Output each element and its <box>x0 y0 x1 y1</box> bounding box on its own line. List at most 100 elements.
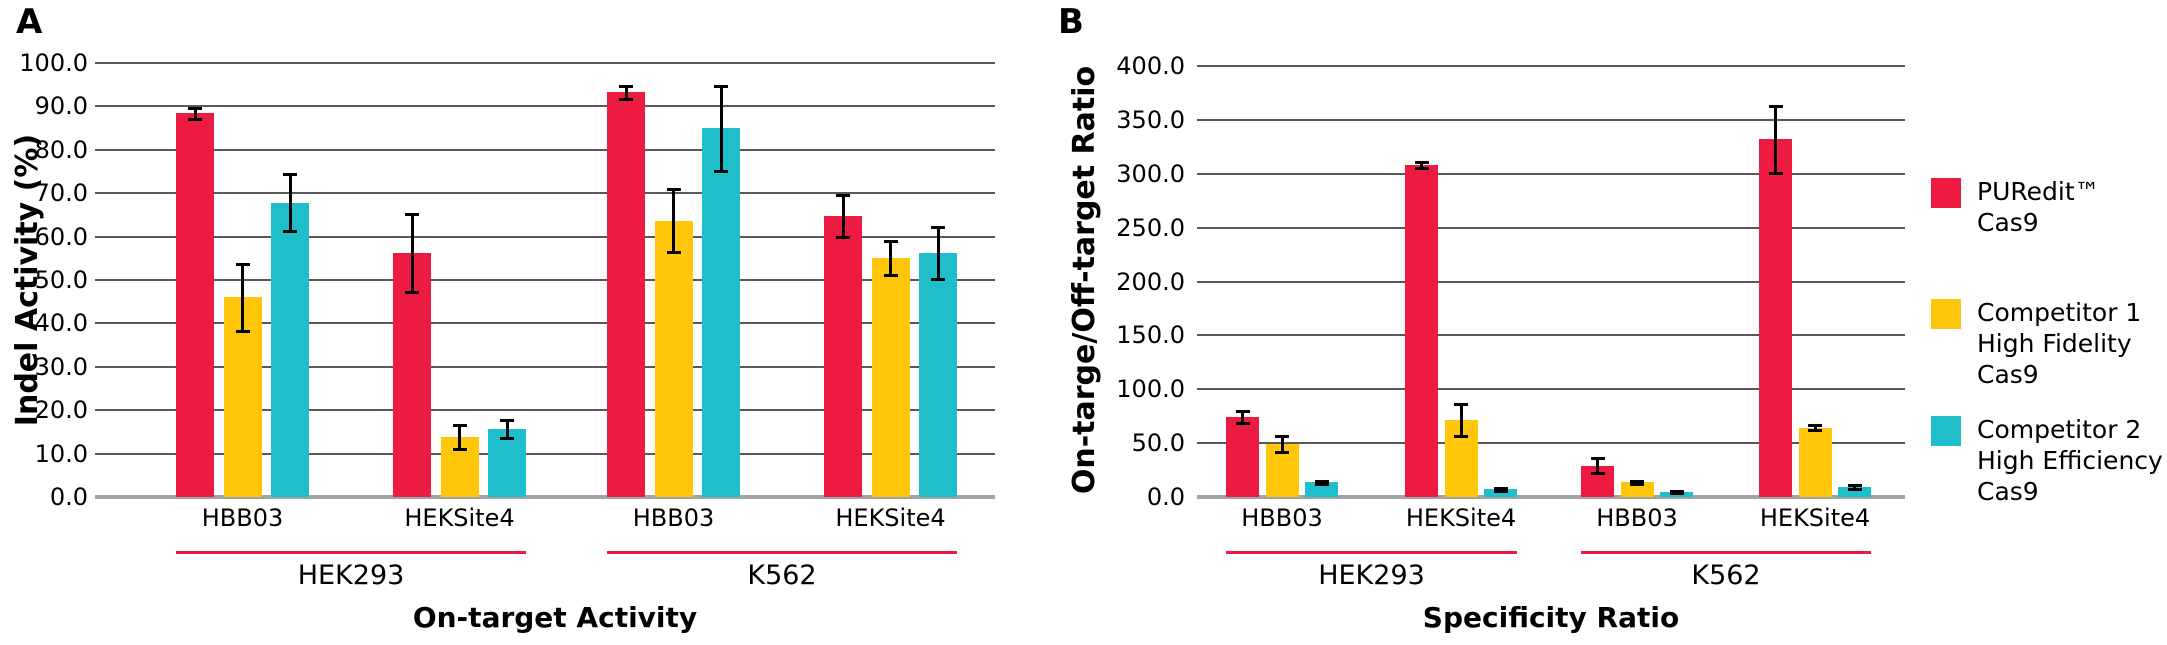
panel-a-error-bar-cap-bottom <box>714 169 728 173</box>
panel-b-gridline <box>1197 334 1905 337</box>
panel-b-error-bar-cap-bottom <box>1669 492 1684 496</box>
panel-b-error-bar-cap-bottom <box>1768 171 1783 175</box>
panel-a-group-label: HBB03 <box>632 504 715 532</box>
panel-a-bar-cyan <box>919 252 957 497</box>
panel-a-gridline <box>95 148 995 151</box>
panel-a-bar-yellow <box>654 220 693 497</box>
panel-b-gridline <box>1197 442 1905 445</box>
panel-b-gridline <box>1197 65 1905 67</box>
panel-b-y-tick-label: 400.0 <box>1116 52 1185 80</box>
panel-a-gridline <box>95 279 995 281</box>
legend-item-competitor-1-high-fidelity-cas9: Competitor 1 High Fidelity Cas9 <box>1931 297 2141 390</box>
panel-b-error-bar-cap-top <box>1630 479 1644 483</box>
panel-b-bar-cyan <box>1838 486 1871 497</box>
panel-a-cell-line-underline <box>176 551 526 554</box>
panel-a-cell-line-underline <box>607 551 957 554</box>
legend-swatch-red <box>1931 178 1961 208</box>
panel-a-gridline <box>95 409 995 412</box>
panel-a-y-tick-label: 20.0 <box>34 396 88 425</box>
panel-b-error-bar-cap-bottom <box>1454 434 1468 438</box>
panel-a-error-bar-cap-top <box>836 193 850 197</box>
panel-b-y-tick-label: 250.0 <box>1116 213 1185 242</box>
panel-a-error-bar-cap-top <box>666 188 681 192</box>
panel-a-y-tick-label: 30.0 <box>34 352 88 381</box>
panel-b-group-label: HEKSite4 <box>1759 504 1871 532</box>
panel-b-error-bar-cap-bottom <box>1590 472 1605 476</box>
panel-b-error-bar-stem <box>1280 435 1284 452</box>
panel-a-error-bar-cap-bottom <box>619 97 633 101</box>
panel-a-error-bar-cap-bottom <box>500 436 514 440</box>
panel-a-bar-cyan <box>488 428 526 497</box>
panel-a-error-bar-stem <box>505 420 509 438</box>
legend-label: Competitor 1 High Fidelity Cas9 <box>1977 298 2142 389</box>
panel-a-bar-cyan <box>702 128 740 497</box>
panel-b-error-bar-cap-bottom <box>1414 166 1429 170</box>
panel-b-gridline <box>1197 280 1905 283</box>
panel-a-gridline <box>95 365 995 368</box>
panel-b-x-axis-line <box>1197 495 1905 499</box>
panel-b-error-bar-cap-top <box>1314 479 1329 483</box>
panel-b-error-bar-stem <box>1596 458 1599 474</box>
panel-a-x-axis-title: On-target Activity <box>412 601 698 634</box>
panel-a-error-bar-stem <box>672 189 675 252</box>
panel-b-error-bar-cap-top <box>1808 423 1822 427</box>
panel-b-error-bar-stem <box>1420 162 1423 168</box>
panel-a-error-bar-stem <box>719 85 723 171</box>
panel-a-cell-line-label: HEK293 <box>297 560 405 591</box>
panel-b-bar-cyan <box>1484 489 1517 497</box>
panel-b-bar-red <box>1226 417 1259 497</box>
legend-label: Competitor 2 High Efficiency Cas9 <box>1977 415 2163 506</box>
panel-a-group-label: HBB03 <box>201 504 284 532</box>
panel-b-error-bar-stem <box>1853 484 1856 489</box>
panel-b-error-bar-cap-bottom <box>1314 483 1329 487</box>
panel-b-error-bar-cap-top <box>1847 483 1862 487</box>
panel-a-error-bar-stem <box>458 424 461 450</box>
panel-a-cell-line-label: K562 <box>747 560 817 591</box>
panel-b-y-tick-label: 350.0 <box>1116 105 1185 134</box>
panel-a-letter: A <box>16 2 43 42</box>
panel-b-gridline <box>1197 172 1905 175</box>
panel-b-error-bar-cap-bottom <box>1630 483 1644 487</box>
panel-b-group-label: HEKSite4 <box>1405 504 1517 532</box>
panel-b-y-tick-label: 300.0 <box>1116 159 1185 188</box>
panel-b-cell-line-label: K562 <box>1691 560 1761 591</box>
panel-a-y-tick-label: 70.0 <box>34 179 88 208</box>
panel-a-error-bar-cap-top <box>283 173 297 177</box>
panel-b-error-bar-cap-top <box>1414 161 1429 165</box>
panel-a-error-bar-cap-bottom <box>405 291 419 295</box>
panel-b-error-bar-stem <box>1459 404 1463 436</box>
panel-b-error-bar-cap-top <box>1454 403 1468 407</box>
panel-b-error-bar-cap-bottom <box>1493 489 1508 493</box>
panel-a-error-bar-cap-bottom <box>666 250 681 254</box>
panel-b-cell-line-underline <box>1581 551 1871 554</box>
panel-a-x-axis-line <box>95 495 995 499</box>
panel-a-gridline <box>95 452 995 455</box>
panel-a-error-bar-stem <box>193 108 197 119</box>
panel-a-bar-cyan <box>271 202 309 497</box>
panel-b-bar-red <box>1759 139 1792 497</box>
panel-b-y-tick-label: 100.0 <box>1116 375 1185 404</box>
panel-a-error-bar-cap-bottom <box>883 274 898 278</box>
panel-a-bar-red <box>824 215 862 497</box>
panel-a-gridline <box>95 322 995 325</box>
panel-b-gridline <box>1197 118 1905 121</box>
panel-b-y-tick-label: 200.0 <box>1116 267 1185 296</box>
panel-a-y-tick-label: 60.0 <box>34 222 88 251</box>
panel-b-bar-cyan <box>1305 482 1338 497</box>
panel-b-error-bar-cap-top <box>1235 410 1250 414</box>
panel-b-error-bar-stem <box>1241 411 1244 424</box>
panel-a-y-tick-label: 100.0 <box>19 49 88 77</box>
panel-a-error-bar-cap-bottom <box>188 117 202 121</box>
panel-b-bar-red <box>1405 165 1438 497</box>
panel-a-error-bar-cap-top <box>714 84 728 88</box>
panel-a-error-bar-cap-top <box>188 107 202 111</box>
panel-a-bar-red <box>607 92 645 497</box>
legend-item-puredit-cas9: PURedit™ Cas9 <box>1931 176 2100 238</box>
panel-b-letter: B <box>1058 2 1084 42</box>
panel-a-y-tick-label: 80.0 <box>34 135 88 164</box>
panel-a-error-bar-cap-top <box>235 262 250 266</box>
panel-a-gridline <box>95 192 995 195</box>
panel-a-group-label: HEKSite4 <box>404 504 515 532</box>
panel-a-gridline <box>95 105 995 108</box>
